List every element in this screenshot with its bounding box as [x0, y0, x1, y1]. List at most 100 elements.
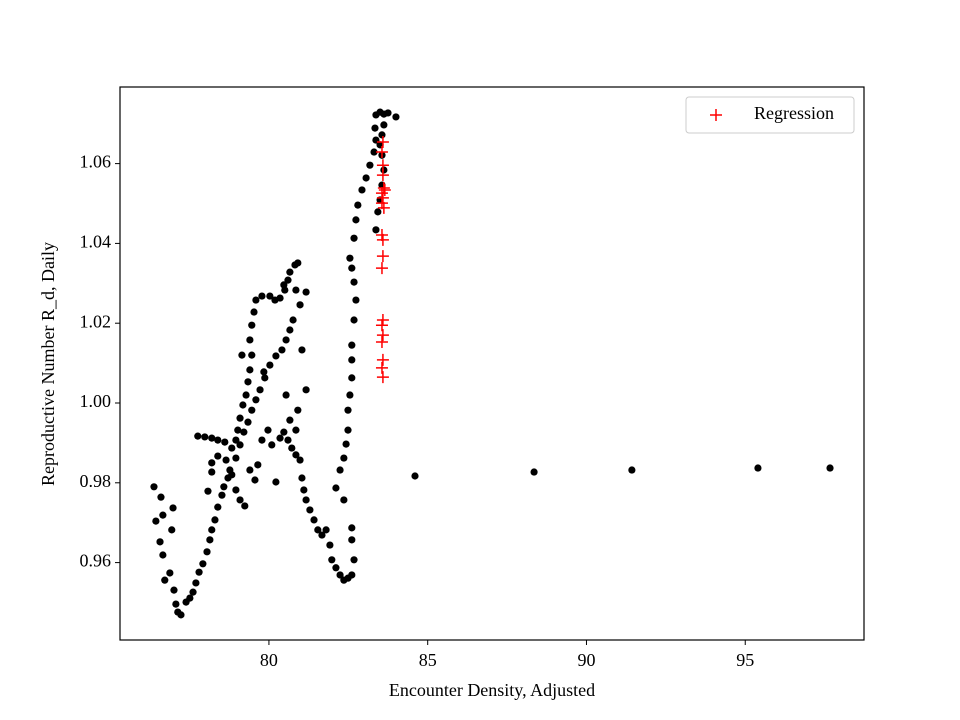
dot-marker: [186, 594, 194, 602]
dot-marker: [336, 466, 344, 474]
dot-marker: [286, 416, 294, 424]
dot-marker: [159, 551, 167, 559]
dot-marker: [208, 459, 216, 467]
dot-marker: [214, 503, 222, 511]
dot-marker: [348, 536, 356, 544]
dot-marker: [221, 438, 229, 446]
plus-marker: [376, 353, 389, 366]
y-tick-label: 1.02: [80, 311, 112, 331]
dot-marker: [318, 531, 326, 539]
dot-marker: [358, 186, 366, 194]
dot-marker: [228, 471, 236, 479]
plus-marker: [376, 371, 389, 384]
dot-marker: [348, 571, 356, 579]
dot-marker: [292, 451, 300, 459]
x-tick-label: 85: [419, 650, 437, 670]
dot-marker: [192, 579, 200, 587]
dot-marker: [222, 456, 230, 464]
dot-marker: [286, 268, 294, 276]
dot-marker: [251, 476, 259, 484]
dot-marker: [302, 386, 310, 394]
dot-marker: [168, 526, 176, 534]
dot-marker: [244, 378, 252, 386]
dot-marker: [276, 434, 284, 442]
dot-marker: [159, 511, 167, 519]
dot-marker: [157, 493, 165, 501]
dot-marker: [208, 526, 216, 534]
dot-marker: [208, 434, 216, 442]
dot-marker: [228, 444, 236, 452]
y-tick-label: 1.06: [80, 152, 112, 172]
dot-marker: [258, 436, 266, 444]
x-axis-label: Encounter Density, Adjusted: [389, 680, 595, 700]
plus-marker: [376, 136, 389, 149]
dot-marker: [348, 341, 356, 349]
dot-marker: [380, 166, 388, 174]
dot-marker: [211, 516, 219, 524]
dot-marker: [242, 391, 250, 399]
dot-marker: [169, 504, 177, 512]
dot-marker: [220, 483, 228, 491]
dot-marker: [266, 361, 274, 369]
legend-marker: [710, 109, 722, 121]
dot-marker: [236, 441, 244, 449]
dot-marker: [344, 426, 352, 434]
dot-marker: [260, 368, 268, 376]
dot-marker: [195, 568, 203, 576]
plus-marker: [376, 233, 389, 246]
dot-marker: [170, 586, 178, 594]
dot-marker: [530, 468, 538, 476]
dot-marker: [289, 316, 297, 324]
dot-marker: [261, 374, 269, 382]
plus-marker: [376, 250, 389, 263]
plus-marker: [375, 197, 388, 210]
dot-marker: [326, 541, 334, 549]
dot-marker: [371, 124, 379, 132]
legend-label: Regression: [754, 103, 834, 123]
dot-marker: [214, 436, 222, 444]
x-tick-label: 90: [577, 650, 595, 670]
dot-marker: [306, 506, 314, 514]
dot-marker: [282, 336, 290, 344]
dot-marker: [256, 386, 264, 394]
dot-marker: [268, 441, 276, 449]
dot-marker: [292, 286, 300, 294]
dot-marker: [232, 454, 240, 462]
dot-marker: [352, 216, 360, 224]
dot-marker: [264, 426, 272, 434]
dot-marker: [189, 588, 197, 596]
dot-marker: [411, 472, 419, 480]
dot-marker: [244, 418, 252, 426]
dot-marker: [340, 496, 348, 504]
dot-marker: [240, 428, 248, 436]
dot-marker: [302, 496, 310, 504]
plus-marker: [376, 314, 389, 327]
dot-marker: [246, 336, 254, 344]
legend-box: [685, 96, 855, 134]
dot-marker: [241, 502, 249, 510]
dot-marker: [288, 444, 296, 452]
dot-marker: [258, 292, 266, 300]
y-tick-label: 0.96: [80, 551, 112, 571]
dot-marker: [248, 351, 256, 359]
dot-marker: [246, 366, 254, 374]
dot-marker: [350, 234, 358, 242]
plus-marker: [378, 183, 391, 196]
dot-marker: [350, 278, 358, 286]
dot-marker: [372, 226, 380, 234]
dot-marker: [296, 301, 304, 309]
dot-marker: [203, 548, 211, 556]
dot-marker: [280, 281, 288, 289]
dot-marker: [348, 374, 356, 382]
dot-marker: [302, 288, 310, 296]
dot-marker: [199, 560, 207, 568]
dot-marker: [280, 428, 288, 436]
plus-marker: [376, 329, 389, 342]
dot-marker: [348, 356, 356, 364]
series: [375, 136, 391, 384]
dot-marker: [348, 264, 356, 272]
dot-marker: [248, 406, 256, 414]
dot-marker: [366, 161, 374, 169]
dot-marker: [284, 436, 292, 444]
dot-marker: [252, 296, 260, 304]
